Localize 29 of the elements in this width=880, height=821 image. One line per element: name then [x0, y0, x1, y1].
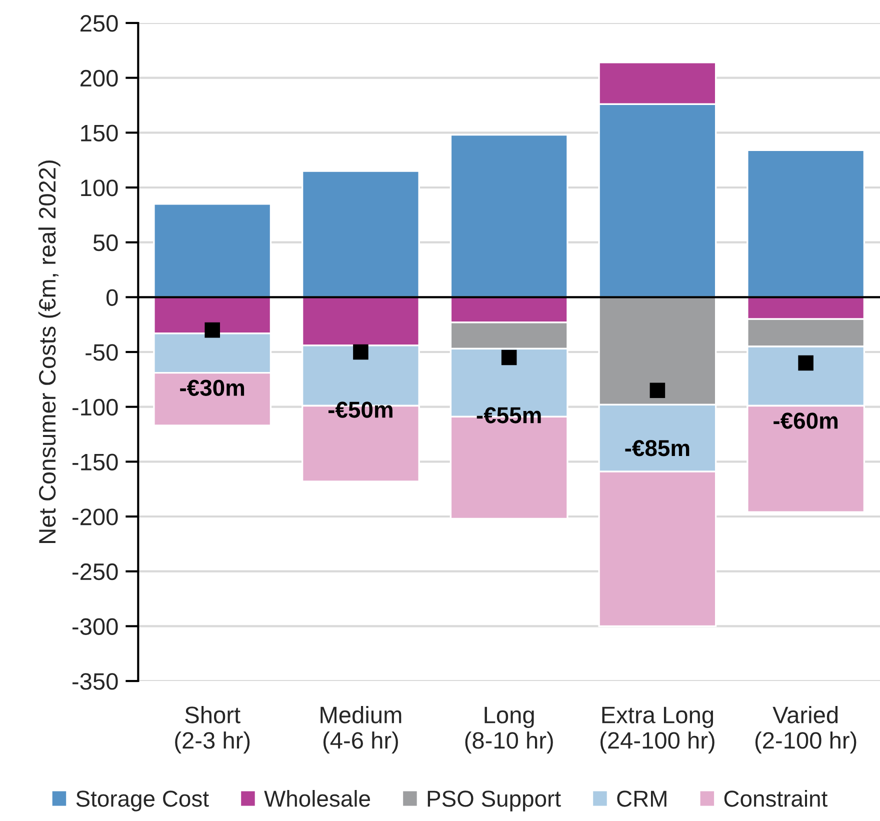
y-tick-label: -350	[72, 673, 118, 690]
x-tick-label: Long (8-10 hr)	[465, 706, 553, 754]
legend-label: CRM	[617, 790, 666, 807]
data-label: -€55m	[476, 407, 541, 424]
legend-label: PSO Support	[428, 790, 561, 812]
y-axis-title: Net Consumer Costs (€m, real 2022)	[38, 160, 60, 543]
legend-label: Storage Cost	[76, 790, 209, 812]
y-tick-label: -250	[72, 563, 118, 580]
y-tick-label: 150	[81, 124, 118, 142]
data-label: -€85m	[625, 440, 690, 456]
y-tick-label: 0	[106, 289, 118, 306]
y-tick-label: 100	[81, 180, 118, 196]
y-tick-label: -150	[72, 454, 118, 470]
data-label: -€30m	[180, 380, 244, 396]
x-tick-label: Varied (2-100 hr)	[755, 706, 856, 754]
x-tick-label: Extra Long (24-100 hr)	[600, 706, 714, 754]
y-tick-label: -100	[72, 398, 118, 416]
y-tick-label: -300	[72, 618, 118, 635]
legend-label: Wholesale	[264, 790, 370, 807]
y-tick-label: 200	[80, 70, 118, 87]
x-tick-label: Short (2-3 hr)	[175, 706, 250, 754]
legend-label: Constraint	[724, 790, 828, 807]
y-tick-label: -50	[86, 344, 118, 361]
y-tick-label: -200	[72, 508, 118, 526]
y-tick-label: 50	[93, 234, 118, 252]
x-tick-label: Medium (4-6 hr)	[320, 706, 402, 754]
data-label: -€60m	[774, 412, 838, 429]
y-tick-label: 250	[80, 15, 118, 32]
data-label: -€50m	[328, 402, 392, 418]
